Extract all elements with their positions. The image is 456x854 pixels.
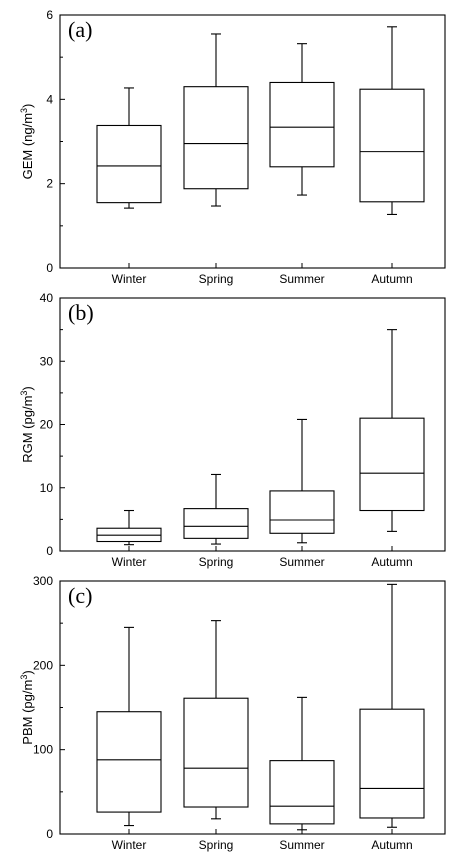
x-category-label: Spring [199,555,234,569]
y-tick-label: 2 [46,177,53,191]
y-axis-title-close: ) [20,670,35,674]
x-category-label: Autumn [371,838,412,852]
x-category-label: Summer [279,838,324,852]
box-spring [183,620,249,820]
x-category-label: Summer [279,555,324,569]
box-winter [96,87,162,209]
y-axis-title-sup: 3 [19,675,29,680]
y-axis-title-sup: 3 [19,108,29,113]
box-autumn [359,26,425,215]
box-autumn [359,583,425,828]
box-autumn [359,329,425,532]
chart-panel-3: 0 100 200 300 PBM (pg/m3) (c) Winter Spring Summ… [19,574,446,852]
y-tick-label: 10 [40,481,54,495]
box-summer [269,696,335,831]
x-category-label: Spring [199,272,234,286]
x-category-label: Autumn [371,555,412,569]
x-category-label: Summer [279,272,324,286]
iqr-box [359,708,425,819]
x-category-label: Winter [112,555,147,569]
y-axis-title-main: RGM (pg/m [20,396,35,463]
y-tick-label: 0 [46,544,53,558]
chart-panel-2: 0 10 20 30 40 RGM (pg/m3) (b) Winter Spring Summe… [19,291,446,569]
y-axis-title-main: PBM (pg/m [20,680,35,745]
y-tick-label: 30 [40,354,54,368]
iqr-box [359,417,425,512]
box-summer [269,418,335,544]
iqr-box [269,81,335,168]
y-tick-label: 20 [40,418,54,432]
y-tick-label: 100 [33,743,53,757]
iqr-box [269,490,335,534]
x-category-label: Autumn [371,272,412,286]
iqr-box [96,124,162,204]
iqr-box [269,760,335,825]
y-tick-label: 0 [46,261,53,275]
x-category-label: Winter [112,272,147,286]
y-tick-label: 6 [46,8,53,22]
y-axis-title-close: ) [20,386,35,390]
box-winter [96,509,162,546]
y-axis-title: GEM (ng/m3) [19,104,35,180]
y-axis-title-main: GEM (ng/m [20,113,35,179]
iqr-box [183,697,249,808]
x-category-label: Spring [199,838,234,852]
panel-label: (b) [68,300,94,325]
x-category-label: Winter [112,838,147,852]
chart-panel-1: 0 2 4 6 GEM (ng/m3) (a) Winter Spring Summer Autu… [19,8,446,286]
iqr-box [96,711,162,813]
y-tick-label: 0 [46,827,53,841]
y-tick-label: 200 [33,658,53,672]
iqr-box [183,86,249,190]
y-axis-title: PBM (pg/m3) [19,670,35,744]
box-winter [96,626,162,827]
box-summer [269,43,335,196]
y-axis-title-close: ) [20,104,35,108]
y-tick-label: 40 [40,291,54,305]
panel-label: (c) [68,583,92,608]
iqr-box [359,88,425,203]
y-axis-title: RGM (pg/m3) [19,386,35,463]
box-spring [183,473,249,545]
panel-label: (a) [68,17,92,42]
iqr-box [183,508,249,539]
y-tick-label: 300 [33,574,53,588]
y-tick-label: 4 [46,92,53,106]
box-spring [183,33,249,207]
y-axis-title-sup: 3 [19,391,29,396]
